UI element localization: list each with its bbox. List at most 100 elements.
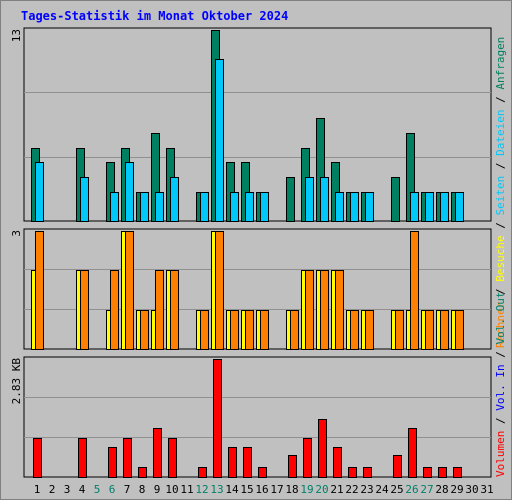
- bar-volumen-day-8: [138, 467, 147, 478]
- bar-rechner-day-12: [200, 310, 209, 350]
- day-label-10: 10: [165, 483, 178, 496]
- day-label-8: 8: [139, 483, 146, 496]
- day-label-22: 22: [345, 483, 358, 496]
- day-label-7: 7: [124, 483, 131, 496]
- bar-rechner-day-22: [350, 310, 359, 350]
- bar-dateien-day-23: [365, 192, 374, 222]
- day-label-9: 9: [154, 483, 161, 496]
- bar-dateien-day-19: [305, 177, 314, 222]
- day-label-12: 12: [195, 483, 208, 496]
- day-label-23: 23: [360, 483, 373, 496]
- bar-volumen-day-1: [33, 438, 42, 478]
- bar-dateien-day-1: [35, 162, 44, 222]
- legend-top: Rechner / Besuche / Seiten / Dateien / A…: [494, 37, 507, 348]
- bar-volumen-day-26: [408, 428, 417, 478]
- bar-dateien-day-7: [125, 162, 134, 222]
- panel-3-ymax-label: 2.83 KB: [10, 358, 23, 405]
- bar-rechner-day-25: [395, 310, 404, 350]
- bar-dateien-day-26: [410, 192, 419, 222]
- bar-anfragen-day-18: [286, 177, 295, 222]
- day-label-24: 24: [375, 483, 389, 496]
- day-label-20: 20: [315, 483, 328, 496]
- panel-1-ymax-label: 13: [10, 29, 23, 42]
- bar-rechner-day-20: [320, 270, 329, 350]
- legend-separator: /: [494, 345, 507, 365]
- bar-rechner-day-26: [410, 231, 419, 350]
- bar-volumen-day-4: [78, 438, 87, 478]
- day-label-3: 3: [64, 483, 71, 496]
- legend-seiten: Seiten: [494, 176, 507, 216]
- day-label-17: 17: [270, 483, 283, 496]
- day-label-28: 28: [435, 483, 448, 496]
- bar-volumen-day-13: [213, 359, 222, 478]
- bar-rechner-day-6: [110, 270, 119, 350]
- day-label-31: 31: [480, 483, 493, 496]
- day-label-1: 1: [34, 483, 41, 496]
- bar-rechner-day-18: [290, 310, 299, 350]
- legend-besuche: Besuche: [494, 235, 507, 281]
- bar-rechner-day-27: [425, 310, 434, 350]
- bar-dateien-day-21: [335, 192, 344, 222]
- legend-separator: /: [494, 90, 507, 110]
- bar-dateien-day-4: [80, 177, 89, 222]
- day-label-30: 30: [465, 483, 478, 496]
- bar-volumen-day-16: [258, 467, 267, 478]
- day-label-14: 14: [225, 483, 239, 496]
- day-label-6: 6: [109, 483, 116, 496]
- day-label-4: 4: [79, 483, 86, 496]
- bar-rechner-day-14: [230, 310, 239, 350]
- bar-volumen-day-10: [168, 438, 177, 478]
- bar-volumen-day-27: [423, 467, 432, 478]
- day-label-19: 19: [300, 483, 313, 496]
- bar-rechner-day-15: [245, 310, 254, 350]
- day-label-16: 16: [255, 483, 268, 496]
- bar-volumen-day-7: [123, 438, 132, 478]
- bar-volumen-day-15: [243, 447, 252, 478]
- bar-rechner-day-29: [455, 310, 464, 350]
- bar-volumen-day-29: [453, 467, 462, 478]
- day-label-11: 11: [180, 483, 193, 496]
- day-label-27: 27: [420, 483, 433, 496]
- bar-dateien-day-15: [245, 192, 254, 222]
- bar-rechner-day-13: [215, 231, 224, 350]
- legend-separator: /: [494, 156, 507, 176]
- bar-dateien-day-20: [320, 177, 329, 222]
- bar-dateien-day-14: [230, 192, 239, 222]
- day-label-26: 26: [405, 483, 418, 496]
- bar-volumen-day-20: [318, 419, 327, 478]
- bar-volumen-day-25: [393, 455, 402, 478]
- bar-dateien-day-9: [155, 192, 164, 222]
- bar-volumen-day-12: [198, 467, 207, 478]
- day-label-13: 13: [210, 483, 223, 496]
- day-label-18: 18: [285, 483, 298, 496]
- legend-separator: /: [494, 411, 507, 431]
- bar-volumen-day-9: [153, 428, 162, 478]
- bar-rechner-day-7: [125, 231, 134, 350]
- legend-separator: /: [494, 282, 507, 302]
- day-label-29: 29: [450, 483, 463, 496]
- legend-vol-out: Vol. Out: [494, 292, 507, 345]
- bar-volumen-day-28: [438, 467, 447, 478]
- legend-bottom: Volumen / Vol. In / Vol. Out: [494, 292, 507, 477]
- bar-volumen-day-19: [303, 438, 312, 478]
- legend-vol-in: Vol. In: [494, 364, 507, 410]
- day-label-2: 2: [49, 483, 56, 496]
- bar-dateien-day-13: [215, 59, 224, 222]
- bar-volumen-day-6: [108, 447, 117, 478]
- bar-dateien-day-16: [260, 192, 269, 222]
- day-label-15: 15: [240, 483, 253, 496]
- legend-volumen: Volumen: [494, 431, 507, 477]
- bar-rechner-day-1: [35, 231, 44, 350]
- bar-dateien-day-6: [110, 192, 119, 222]
- bar-volumen-day-22: [348, 467, 357, 478]
- legend-dateien: Dateien: [494, 110, 507, 156]
- bar-dateien-day-8: [140, 192, 149, 222]
- legend-separator: /: [494, 216, 507, 236]
- bar-dateien-day-28: [440, 192, 449, 222]
- panel-2-ymax-label: 3: [10, 230, 23, 237]
- bar-rechner-day-4: [80, 270, 89, 350]
- chart-title: Tages-Statistik im Monat Oktober 2024: [21, 9, 289, 23]
- bar-dateien-day-29: [455, 192, 464, 222]
